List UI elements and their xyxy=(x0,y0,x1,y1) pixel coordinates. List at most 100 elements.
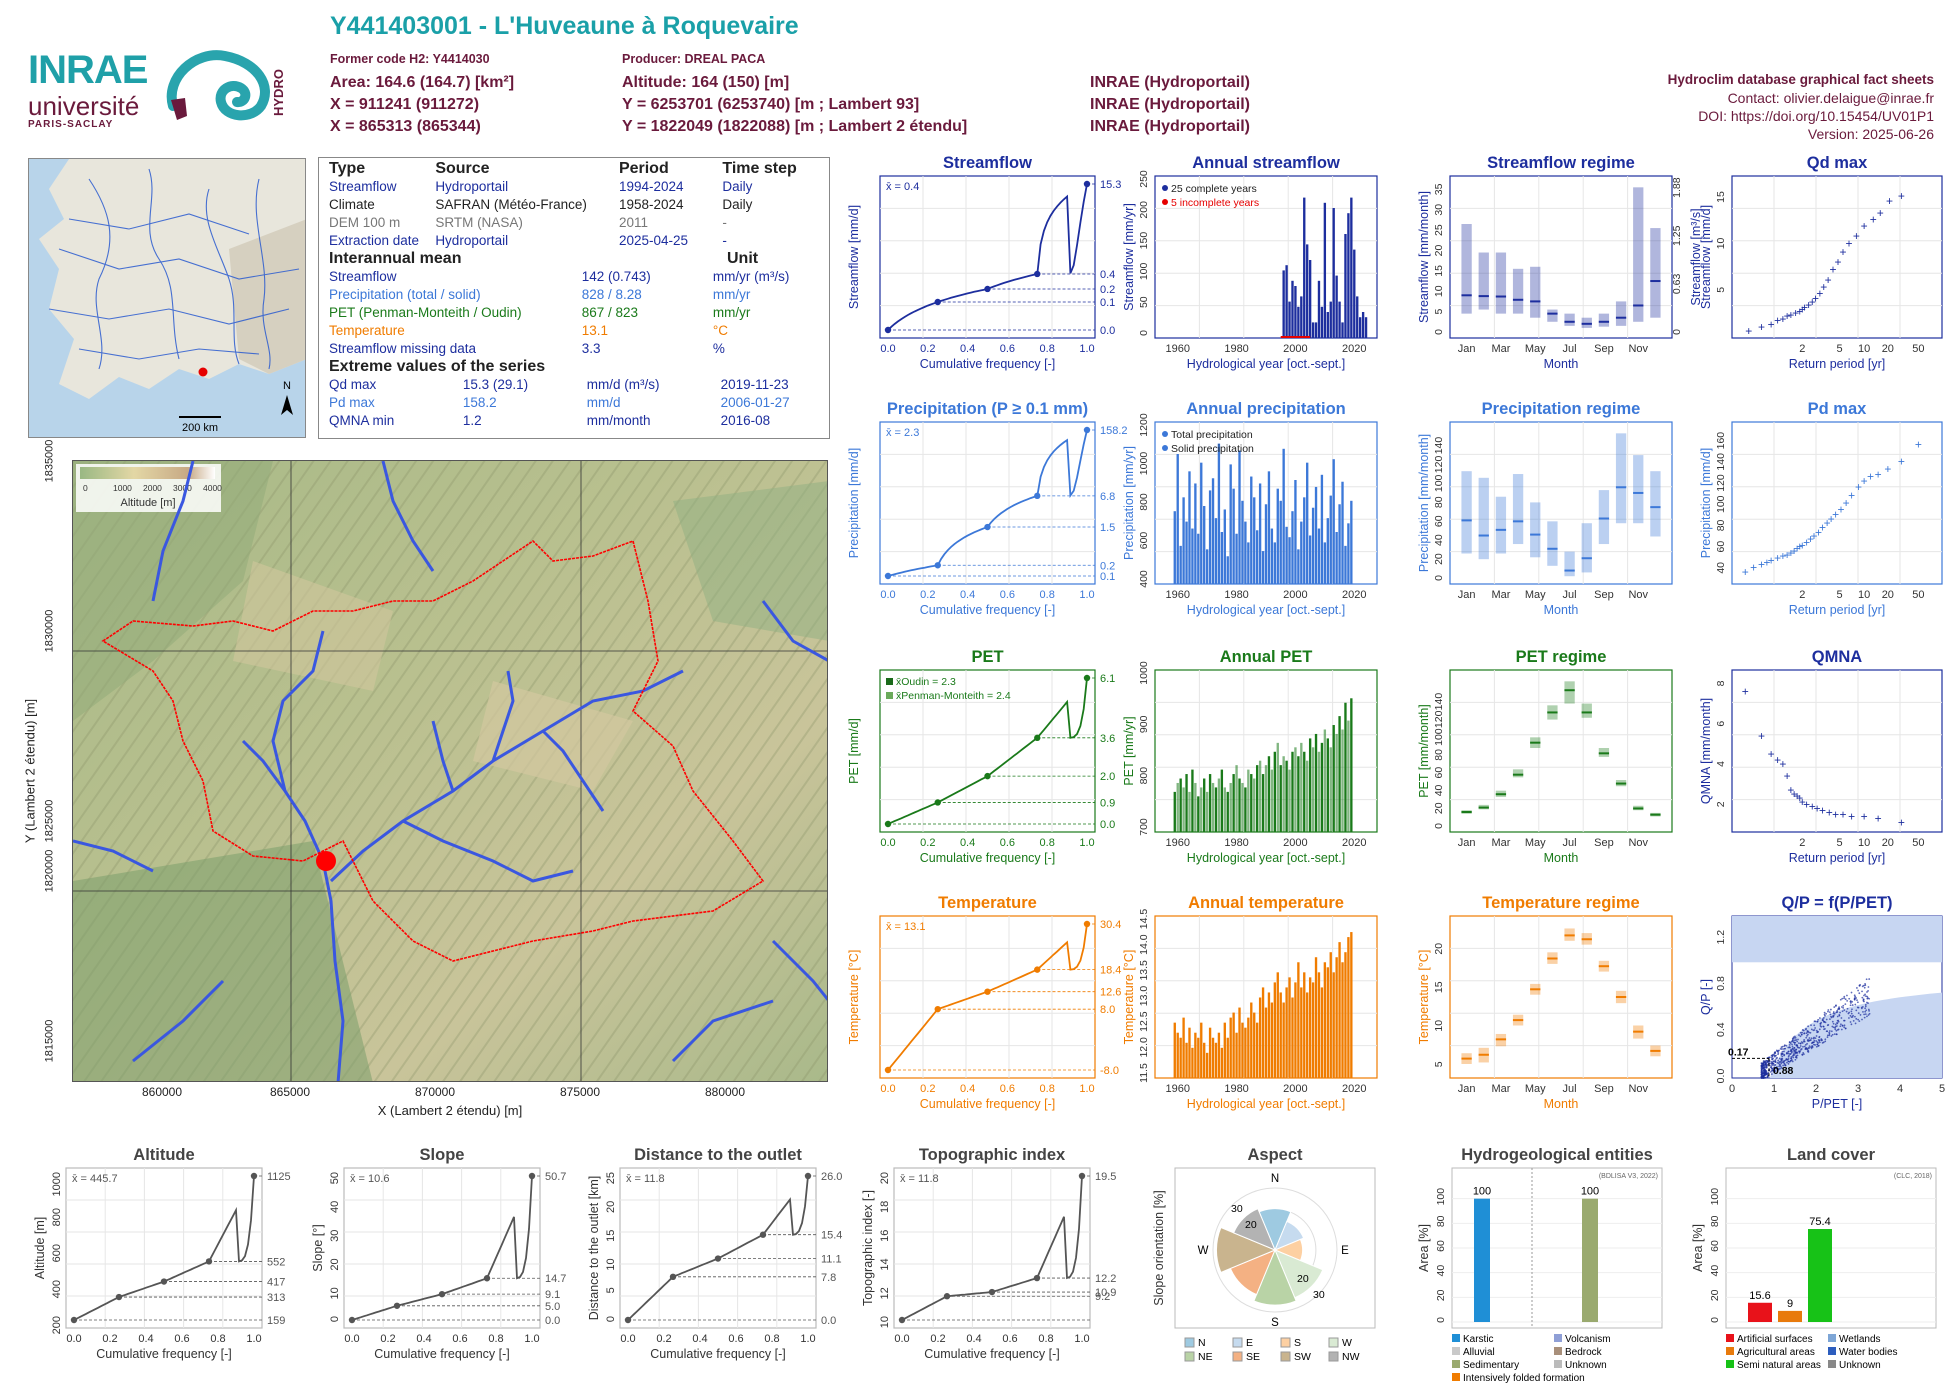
x-axis-label: Month xyxy=(1544,357,1579,371)
x-tick: 0.4 xyxy=(692,1333,707,1345)
annual-bar xyxy=(1232,774,1235,832)
catchment-boundary xyxy=(101,539,765,962)
quantile-label: 15.3 xyxy=(1100,179,1121,191)
annual-bar xyxy=(1235,1032,1238,1078)
plot-frame xyxy=(343,1167,541,1329)
contact[interactable]: Contact: olivier.delaigue@inrae.fr xyxy=(1727,90,1934,106)
annual-bar xyxy=(1338,942,1341,1078)
qp-point xyxy=(1841,997,1844,1000)
plot-frame xyxy=(1731,175,1943,339)
y-tick: 0 xyxy=(329,1316,341,1322)
y-tick: 10 xyxy=(1433,285,1445,297)
annual-bar xyxy=(1191,1047,1194,1078)
legend-entry: NE xyxy=(1198,1351,1213,1363)
qp-point xyxy=(1804,1047,1807,1050)
doi-link[interactable]: DOI: https://doi.org/10.15454/UV01P1 xyxy=(1698,108,1934,124)
mean-label: x̄ = 10.6 xyxy=(350,1173,389,1185)
source-row-cell: 1994-2024 xyxy=(618,179,684,194)
qp-point xyxy=(1864,1007,1867,1010)
annual-bar xyxy=(1332,972,1335,1078)
compass-label: N xyxy=(1271,1173,1279,1185)
return-period-point: + xyxy=(1867,470,1874,484)
annual-bar xyxy=(1323,962,1327,1078)
annual-bar xyxy=(1347,213,1350,338)
annual-bar xyxy=(1317,972,1321,1078)
return-period-point: + xyxy=(1861,219,1868,233)
annual-bar xyxy=(1294,747,1297,832)
regime-box xyxy=(1615,433,1627,524)
qp-point xyxy=(1793,1037,1795,1039)
return-period-point: + xyxy=(1779,549,1786,563)
chart-title: Topographic index xyxy=(919,1146,1066,1164)
qp-point xyxy=(1836,1015,1839,1018)
legend-entry: x̄Oudin = 2.3 xyxy=(896,676,956,688)
annual-bar xyxy=(1306,992,1309,1078)
aspect-sector xyxy=(1215,1226,1277,1274)
qp-point xyxy=(1774,1063,1777,1066)
y-tick: 0 xyxy=(1433,329,1445,335)
paris-saclay-wordmark: PARIS-SACLAY xyxy=(28,119,114,130)
quantile-label: 0.0 xyxy=(821,1315,836,1327)
annual-bar xyxy=(1297,756,1300,832)
source-row: Climate SAFRAN (Météo-France) 1958-2024 Dai… xyxy=(329,196,819,214)
qp-point xyxy=(1824,1038,1827,1041)
annual-bar xyxy=(1335,957,1338,1078)
return-period-point: + xyxy=(1796,304,1803,318)
annual-bar xyxy=(1297,962,1300,1078)
y-tick: 20 xyxy=(1433,802,1445,814)
source-row-cell: - xyxy=(722,233,727,248)
extreme-row-cell: 1.2 xyxy=(462,413,482,428)
y-tick: 0 xyxy=(1433,575,1445,581)
legend-entry: x̄Penman-Monteith = 2.4 xyxy=(896,690,1011,702)
qp-point xyxy=(1854,1003,1857,1006)
y-tick: 100 xyxy=(1433,728,1445,746)
y-tick: 400 xyxy=(51,1280,63,1298)
x-lambert93: X = 911241 (911272) xyxy=(330,96,480,113)
annual-bar xyxy=(1341,729,1344,832)
y-axis-label: Area [%] xyxy=(1691,1224,1705,1272)
qp-point xyxy=(1823,1021,1826,1023)
y-tick: 100 xyxy=(1138,262,1150,280)
qp-point xyxy=(1761,1077,1764,1079)
category-bar xyxy=(1808,1229,1832,1322)
x-tick: 20 xyxy=(1882,837,1894,849)
x-tick: 1.0 xyxy=(1079,1083,1094,1095)
qp-point xyxy=(1822,1025,1825,1028)
return-period-point: + xyxy=(1758,558,1765,572)
mean-label: x̄ = 0.4 xyxy=(886,181,919,193)
qp-point xyxy=(1861,996,1864,999)
annual-bar xyxy=(1350,698,1353,832)
annual-bar xyxy=(1308,977,1312,1078)
x-tick: 0.2 xyxy=(920,1083,935,1095)
annual-bar xyxy=(1276,742,1279,832)
qp-point xyxy=(1794,1058,1797,1061)
y-tick: 60 xyxy=(1709,1240,1721,1252)
qp-point xyxy=(1808,1039,1811,1042)
qp-point xyxy=(1791,1055,1794,1057)
qp-point xyxy=(1856,999,1858,1002)
qp-point xyxy=(1857,989,1860,992)
y-tick: 120 xyxy=(1433,456,1445,474)
annual-bar xyxy=(1335,733,1338,832)
qp-point xyxy=(1837,1020,1840,1023)
qp-point xyxy=(1761,1063,1764,1065)
x-tick: 0.8 xyxy=(1040,1083,1055,1095)
return-period-point: + xyxy=(1824,516,1831,530)
qmna-chart: QMNA+++ ++++++++++++ + + + + + + +2 5 10 20 502468Re… xyxy=(1699,648,1943,865)
annual_pet-chart: Annual PET 1960 1980 2000 2020 700 800 900 1000 H… xyxy=(1122,648,1378,865)
qp-point xyxy=(1780,1057,1783,1060)
qp-point xyxy=(1821,1041,1824,1044)
return-period-point: + xyxy=(1816,287,1823,301)
qp-point xyxy=(1787,1060,1790,1063)
extreme-row: Pd max 158.2 mm/d 2006-01-27 xyxy=(329,394,819,412)
qp-point xyxy=(1844,1003,1847,1006)
return-period-point: + xyxy=(1779,757,1786,771)
y-tick: 250 xyxy=(1138,170,1150,188)
streamflow_regime-chart: Streamflow regime Jan Mar May Jul Sep Nov 0 5 10 1… xyxy=(1417,154,1703,371)
legend-entry: Total precipitation xyxy=(1171,429,1253,441)
annual-bar xyxy=(1329,747,1332,832)
return-period-point: + xyxy=(1768,553,1775,567)
qp-point xyxy=(1850,991,1853,994)
y-tick: 120 xyxy=(1433,710,1445,728)
